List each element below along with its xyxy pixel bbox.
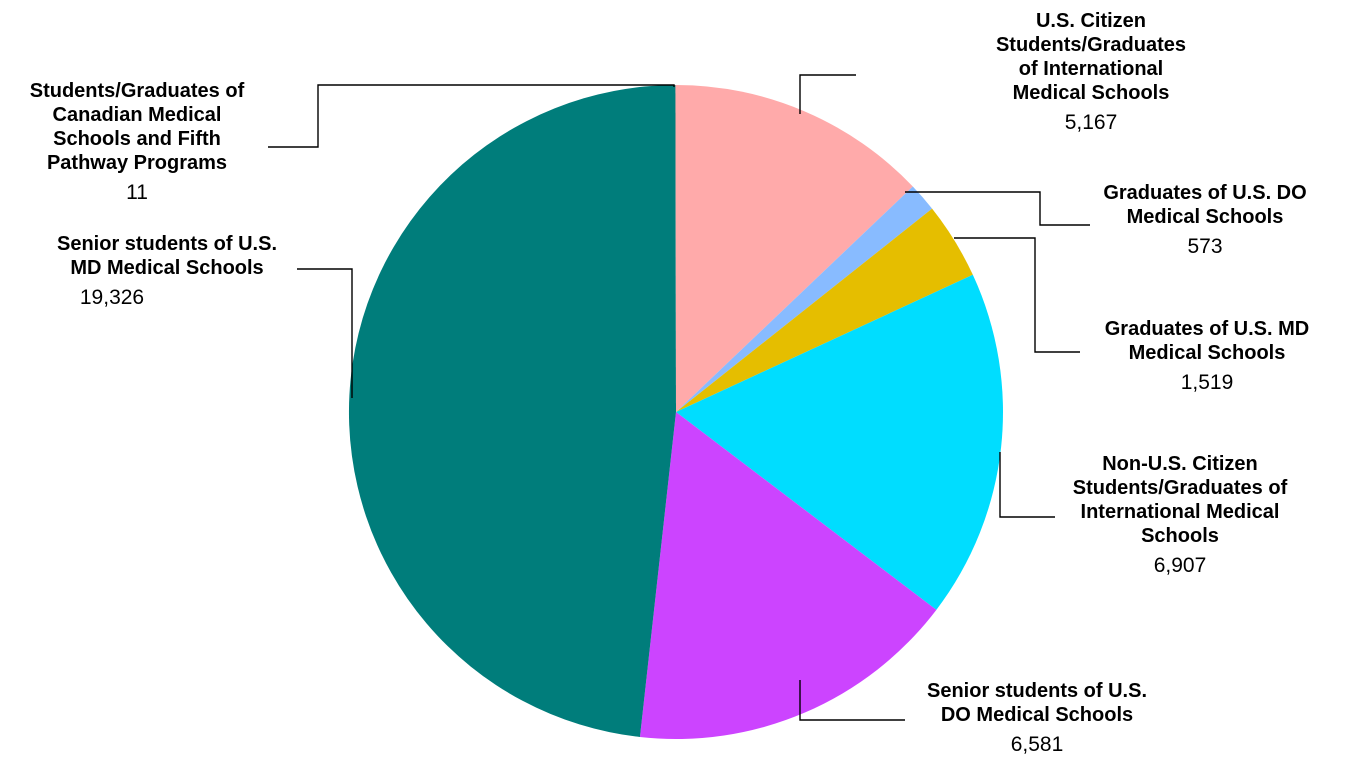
leader-line	[905, 191, 1090, 226]
slice-label-line: U.S. Citizen	[1036, 10, 1146, 32]
pie-slice	[676, 208, 973, 412]
slice-label-line: Students/Graduates of	[30, 80, 245, 102]
slice-label: Graduates of U.S. DO Medical Schools	[1103, 182, 1306, 228]
slice-value-label: 573	[1187, 235, 1222, 258]
leader-line	[799, 680, 905, 721]
slice-label-line: Graduates of U.S. MD	[1105, 318, 1309, 340]
pie-slice	[676, 186, 933, 412]
slice-label: Graduates of U.S. MD Medical Schools	[1105, 318, 1309, 364]
slice-label-line: DO Medical Schools	[941, 704, 1133, 726]
slice-value-label: 6,581	[1011, 733, 1064, 756]
slice-value-label: 6,907	[1154, 554, 1207, 577]
slice-label-line: Senior students of U.S.	[927, 680, 1147, 702]
pie-slice	[676, 274, 1004, 610]
slice-label-line: Students/Graduates	[996, 34, 1186, 56]
leader-lines	[268, 74, 1090, 721]
slice-label-line: MD Medical Schools	[70, 257, 263, 279]
slice-label-line: Schools and Fifth	[53, 128, 221, 150]
slice-value-label: 19,326	[80, 286, 144, 309]
slice-value-label: 5,167	[1065, 111, 1118, 134]
slice-label-line: of International	[1019, 58, 1163, 80]
slice-label: Students/Graduates of Canadian Medical Sch…	[30, 80, 245, 174]
slice-label-line: Medical Schools	[1127, 206, 1284, 228]
slice-label: U.S. Citizen Students/Graduates of Interna…	[996, 10, 1186, 104]
slice-label-line: Non-U.S. Citizen	[1102, 453, 1258, 475]
slice-label-line: Schools	[1141, 525, 1219, 547]
pie-slice	[676, 85, 913, 412]
slice-label-line: Students/Graduates of	[1073, 477, 1288, 499]
slice-label: Non-U.S. Citizen Students/Graduates of Int…	[1073, 453, 1288, 547]
slice-label-line: Pathway Programs	[47, 152, 227, 174]
slice-label-line: International Medical	[1081, 501, 1280, 523]
slice-labels: U.S. Citizen Students/Graduates of Interna…	[30, 10, 1309, 756]
leader-line	[999, 452, 1055, 518]
leader-line	[297, 268, 353, 398]
leader-line	[799, 74, 856, 114]
pie-slices	[348, 84, 1004, 740]
leader-line	[268, 84, 675, 148]
slice-label-line: Canadian Medical	[53, 104, 222, 126]
pie-slice	[675, 84, 676, 412]
pie-slice	[348, 85, 676, 738]
slice-label: Senior students of U.S. MD Medical School…	[57, 233, 277, 279]
slice-value-label: 1,519	[1181, 371, 1234, 394]
slice-label-line: Medical Schools	[1129, 342, 1286, 364]
slice-label: Senior students of U.S. DO Medical School…	[927, 680, 1147, 726]
slice-value-label: 11	[126, 181, 148, 204]
slice-label-line: Medical Schools	[1013, 82, 1170, 104]
slice-label-line: Senior students of U.S.	[57, 233, 277, 255]
slice-label-line: Graduates of U.S. DO	[1103, 182, 1306, 204]
pie-slice	[639, 412, 937, 740]
leader-line	[954, 237, 1080, 353]
